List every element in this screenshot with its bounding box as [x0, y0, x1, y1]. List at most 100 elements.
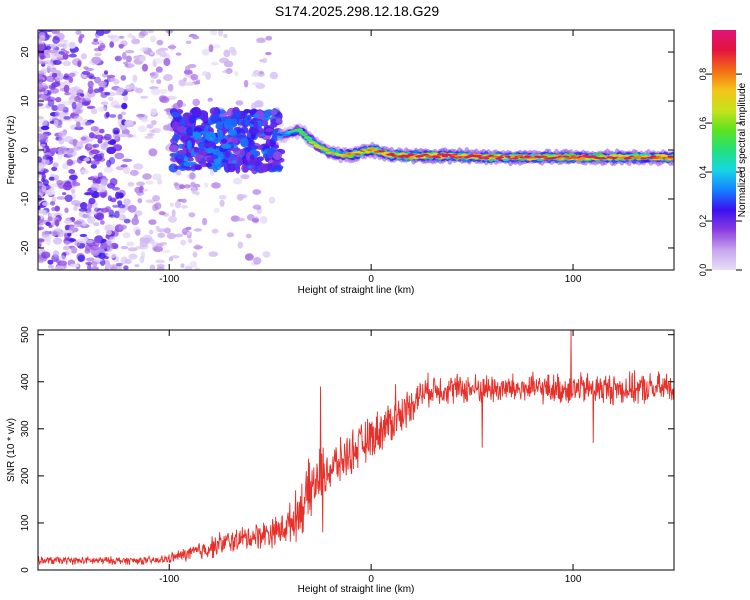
spectrogram-ridge-cell	[669, 157, 674, 160]
spectrogram-noise-blob	[87, 211, 92, 219]
spectrogram-noise-blob	[49, 87, 59, 94]
spectrogram-noise-blob	[38, 226, 45, 231]
spectrogram-noise-blob	[192, 35, 200, 40]
spectrogram-noise-blob	[38, 74, 43, 80]
spectrogram-ridge-cell	[277, 135, 284, 138]
spectrogram-ridge-cell	[483, 157, 490, 160]
snr-ytick-label: 300	[20, 420, 31, 437]
spectrogram-noise-blob	[146, 133, 155, 137]
spectrogram-noise-blob	[90, 149, 100, 154]
spectrogram-noise-blob	[53, 174, 60, 181]
spectrogram-noise-blob	[139, 185, 144, 193]
spectrogram-noise-blob	[97, 138, 103, 144]
spectrogram-noise-blob	[117, 200, 123, 206]
spectrogram-noise-blob	[174, 233, 184, 238]
spectrogram-noise-blob	[122, 95, 129, 102]
colorbar-axes: 0.0 0.2 0.4 0.6 0.8	[698, 68, 742, 276]
spectrogram-noise-blob	[156, 266, 165, 270]
spectrogram-ridge-cell	[378, 150, 386, 153]
spectrogram-transition-blob	[209, 107, 219, 115]
spectrogram-noise-blob	[64, 194, 73, 203]
spectrogram-noise-blob	[92, 177, 98, 185]
spectrogram-noise-blob	[162, 249, 171, 254]
spectrogram-noise-blob	[110, 34, 120, 43]
spectrogram-noise-blob	[93, 258, 103, 262]
spectrogram-noise-blob	[155, 259, 165, 264]
spectrogram-noise-blob	[86, 105, 96, 110]
spectrogram-noise-blob	[122, 232, 131, 239]
spectrogram-noise-blob	[123, 218, 131, 224]
spectrogram-noise-blob	[75, 108, 83, 114]
spectrogram-noise-blob	[167, 95, 177, 100]
figure-title: S174.2025.298.12.18.G29	[275, 3, 439, 19]
spectrogram-transition-blob	[168, 144, 179, 153]
spectrogram-noise-blob	[38, 238, 45, 243]
spectrogram-ytick-label: 0	[20, 147, 31, 153]
spectrogram-noise-blob	[190, 73, 199, 81]
spectrogram-noise-blob	[38, 70, 44, 74]
spectrogram-noise-blob	[117, 208, 126, 214]
spectrogram-noise-blob	[185, 226, 192, 231]
spectrogram-noise-blob	[164, 53, 171, 60]
spectrogram-noise-blob	[57, 146, 68, 155]
spectrogram-noise-blob	[70, 246, 78, 254]
spectrogram-ridge-cell	[313, 144, 320, 147]
spectrogram-transition-blob	[193, 146, 199, 153]
spectrogram-transition-blob	[182, 112, 191, 119]
spectrogram-noise-blob	[93, 38, 99, 42]
spectrogram-noise-blob	[259, 216, 268, 224]
spectrogram-noise-blob	[208, 251, 219, 257]
spectrogram-noise-blob	[100, 101, 109, 106]
spectrogram-noise-blob	[172, 103, 181, 110]
spectrogram-transition-blob	[273, 164, 284, 171]
spectrogram-noise-blob	[38, 222, 44, 226]
spectrogram-noise-blob	[88, 197, 96, 205]
spectrogram-noise-blob	[91, 266, 99, 270]
spectrogram-noise-blob	[80, 136, 87, 141]
spectrogram-noise-blob	[240, 174, 250, 180]
spectrogram-transition-blob	[192, 108, 202, 118]
spectrogram-noise-blob	[183, 77, 188, 82]
spectrogram-noise-blob	[63, 84, 70, 93]
spectrogram-noise-blob	[194, 267, 200, 270]
spectrogram-noise-blob	[93, 153, 103, 162]
spectrogram-noise-blob	[154, 202, 162, 210]
spectrogram-transition-blob	[193, 127, 203, 133]
spectrogram-noise-blob	[194, 244, 201, 251]
spectrogram-transition-blob	[221, 138, 228, 144]
spectrogram-noise-blob	[62, 162, 69, 170]
spectrogram-noise-blob	[191, 186, 197, 195]
spectrogram-noise-blob	[127, 181, 135, 187]
spectrogram-transition-blob	[176, 125, 187, 133]
spectrogram-noise-blob	[121, 102, 128, 110]
spectrogram-noise-blob	[49, 201, 56, 206]
spectrogram-noise-blob	[112, 204, 119, 208]
spectrogram-ridge-cell	[352, 151, 359, 154]
spectrogram-ridge-cell	[567, 157, 575, 159]
spectrogram-noise-blob	[118, 224, 127, 230]
colorbar-tick-label: 0.8	[698, 68, 708, 81]
spectrogram-noise-blob	[58, 185, 64, 190]
spectrogram-noise-blob	[251, 218, 259, 223]
spectrogram-ridge-cell	[563, 155, 570, 158]
spectrogram-noise-blob	[87, 86, 94, 94]
spectrogram-noise-blob	[81, 169, 89, 175]
spectrogram-transition-blob	[221, 143, 232, 149]
spectrogram-noise-blob	[103, 166, 114, 173]
spectrogram-noise-blob	[77, 156, 83, 164]
spectrogram-transition-blob	[220, 116, 227, 122]
spectrogram-noise-blob	[73, 115, 83, 123]
spectrogram-noise-blob	[64, 207, 69, 214]
spectrogram-noise-blob	[99, 42, 106, 51]
spectrogram-noise-blob	[106, 159, 112, 168]
spectrogram-noise-blob	[63, 136, 74, 143]
spectrogram-xtick-label: 0	[368, 274, 374, 285]
spectrogram-ridge-cell	[318, 147, 325, 150]
spectrogram-transition-blob	[264, 109, 271, 119]
spectrogram-transition-blob	[194, 164, 203, 171]
spectrogram-noise-blob	[107, 252, 117, 259]
spectrogram-noise-blob	[47, 61, 54, 69]
spectrogram-noise-blob	[77, 60, 82, 68]
spectrogram-noise-blob	[150, 88, 161, 96]
spectrogram-noise-blob	[149, 51, 155, 55]
